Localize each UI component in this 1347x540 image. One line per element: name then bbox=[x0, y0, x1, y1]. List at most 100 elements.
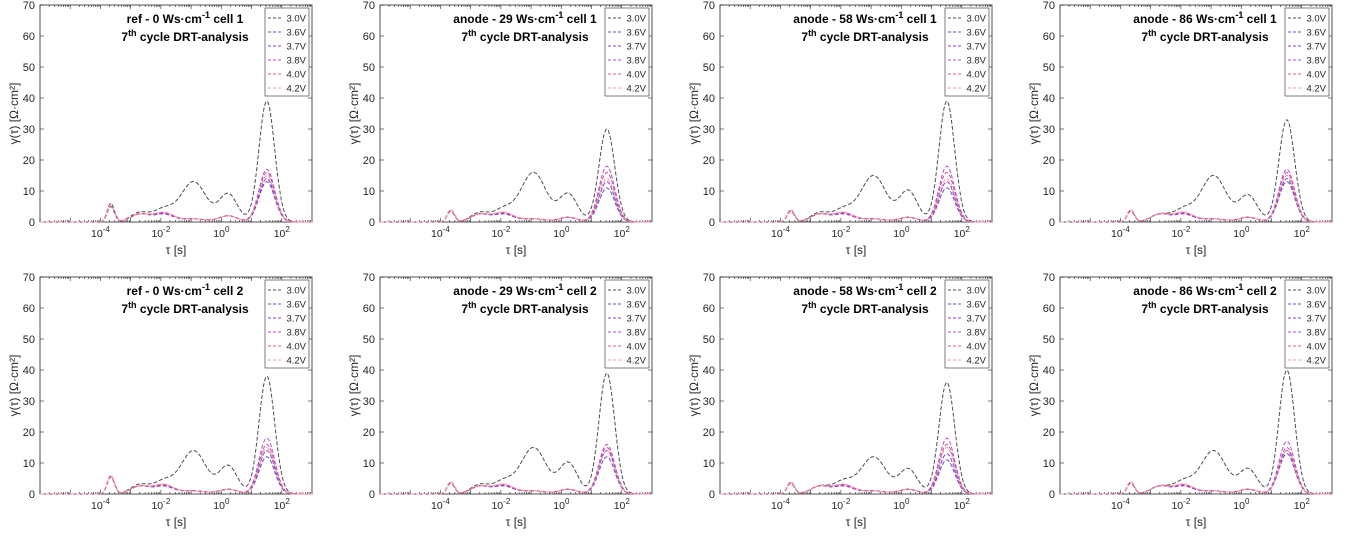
legend-label: 3.7V bbox=[966, 42, 986, 53]
y-tick-label: 60 bbox=[703, 31, 715, 43]
subplot-subtitle: 7th cycle DRT-analysis bbox=[1141, 300, 1269, 316]
x-tick-label: 100 bbox=[1233, 225, 1250, 240]
y-tick-label: 0 bbox=[709, 217, 715, 229]
series-line-4.2V bbox=[40, 446, 312, 495]
y-tick-label: 30 bbox=[23, 396, 35, 408]
x-tick-label: 10-4 bbox=[1111, 497, 1130, 512]
legend: 3.0V 3.6V 3.7V 3.8V 4.0V 4.2V bbox=[264, 279, 310, 369]
y-axis-label: γ(τ) [Ω·cm²] bbox=[687, 83, 701, 145]
x-tick-label: 10-2 bbox=[491, 497, 510, 512]
legend-label: 3.8V bbox=[286, 328, 306, 339]
legend: 3.0V 3.6V 3.7V 3.8V 4.0V 4.2V bbox=[944, 7, 990, 97]
y-tick-label: 40 bbox=[703, 365, 715, 377]
x-tick-label: 100 bbox=[553, 497, 570, 512]
y-tick-label: 60 bbox=[703, 303, 715, 315]
x-tick-label: 100 bbox=[553, 225, 570, 240]
x-tick-label: 10-2 bbox=[491, 225, 510, 240]
legend: 3.0V 3.6V 3.7V 3.8V 4.0V 4.2V bbox=[944, 279, 990, 369]
y-tick-label: 70 bbox=[703, 272, 715, 284]
legend-label: 4.0V bbox=[286, 70, 306, 81]
subplot-title: anode - 58 Ws·cm-1 cell 1 bbox=[793, 10, 937, 26]
legend-label: 3.0V bbox=[626, 286, 646, 297]
y-tick-label: 20 bbox=[363, 427, 375, 439]
y-axis-label: γ(τ) [Ω·cm²] bbox=[687, 355, 701, 417]
x-axis-label: τ [s] bbox=[846, 515, 867, 529]
series-line-4.2V bbox=[720, 446, 992, 495]
series-line-4.2V bbox=[1060, 450, 1332, 495]
legend-label: 3.8V bbox=[1306, 56, 1326, 67]
legend-label: 3.7V bbox=[286, 42, 306, 53]
y-tick-label: 30 bbox=[363, 124, 375, 136]
y-tick-label: 10 bbox=[363, 458, 375, 470]
legend-label: 4.2V bbox=[1306, 84, 1326, 95]
subplot-subtitle: 7th cycle DRT-analysis bbox=[1141, 28, 1269, 44]
x-tick-label: 100 bbox=[893, 225, 910, 240]
x-tick-label: 102 bbox=[954, 225, 971, 240]
x-tick-label: 102 bbox=[274, 225, 291, 240]
x-tick-label: 102 bbox=[614, 225, 631, 240]
y-tick-label: 0 bbox=[1049, 489, 1055, 501]
x-tick-label: 10-4 bbox=[431, 225, 450, 240]
legend-label: 4.2V bbox=[966, 84, 986, 95]
legend-label: 3.0V bbox=[1306, 286, 1326, 297]
y-tick-label: 40 bbox=[1043, 365, 1055, 377]
x-tick-label: 10-4 bbox=[431, 497, 450, 512]
subplot-title: anode - 29 Ws·cm-1 cell 2 bbox=[453, 282, 597, 298]
x-axis-label: τ [s] bbox=[846, 243, 867, 257]
legend-label: 3.0V bbox=[286, 14, 306, 25]
series-line-4.2V bbox=[40, 174, 312, 223]
y-tick-label: 70 bbox=[23, 272, 35, 284]
legend-label: 4.2V bbox=[286, 84, 306, 95]
x-tick-label: 100 bbox=[893, 497, 910, 512]
x-tick-label: 10-4 bbox=[91, 225, 110, 240]
legend-label: 3.0V bbox=[966, 14, 986, 25]
legend-box bbox=[944, 7, 990, 97]
y-tick-label: 30 bbox=[1043, 396, 1055, 408]
x-tick-label: 10-2 bbox=[831, 497, 850, 512]
y-tick-label: 10 bbox=[363, 186, 375, 198]
x-axis-label: τ [s] bbox=[1186, 243, 1207, 257]
legend-label: 4.0V bbox=[626, 70, 646, 81]
legend-label: 3.6V bbox=[286, 28, 306, 39]
legend-label: 3.0V bbox=[966, 286, 986, 297]
series-line-4.2V bbox=[1060, 174, 1332, 223]
y-axis-label: γ(τ) [Ω·cm²] bbox=[1027, 83, 1041, 145]
legend-label: 4.0V bbox=[1306, 342, 1326, 353]
legend-box bbox=[1284, 7, 1330, 97]
legend-label: 3.6V bbox=[626, 28, 646, 39]
legend-label: 3.8V bbox=[626, 328, 646, 339]
plot-area bbox=[719, 276, 993, 495]
y-tick-label: 50 bbox=[703, 62, 715, 74]
y-tick-label: 60 bbox=[23, 303, 35, 315]
y-tick-label: 40 bbox=[363, 93, 375, 105]
y-tick-label: 70 bbox=[1043, 272, 1055, 284]
x-tick-label: 102 bbox=[1294, 497, 1311, 512]
legend-label: 3.8V bbox=[626, 56, 646, 67]
legend-box bbox=[1284, 279, 1330, 369]
y-axis-label: γ(τ) [Ω·cm²] bbox=[1027, 355, 1041, 417]
y-tick-label: 0 bbox=[29, 217, 35, 229]
x-tick-label: 10-2 bbox=[1171, 497, 1190, 512]
legend-label: 3.8V bbox=[1306, 328, 1326, 339]
legend-label: 4.2V bbox=[966, 356, 986, 367]
legend-label: 4.0V bbox=[626, 342, 646, 353]
legend-label: 3.6V bbox=[966, 28, 986, 39]
legend-label: 4.0V bbox=[1306, 70, 1326, 81]
legend-label: 4.2V bbox=[626, 356, 646, 367]
y-tick-label: 0 bbox=[29, 489, 35, 501]
y-tick-label: 50 bbox=[1043, 62, 1055, 74]
legend-label: 4.0V bbox=[966, 70, 986, 81]
legend-label: 3.0V bbox=[626, 14, 646, 25]
legend-box bbox=[604, 279, 650, 369]
legend-label: 3.6V bbox=[286, 300, 306, 311]
x-axis-label: τ [s] bbox=[506, 515, 527, 529]
subplot-subtitle: 7th cycle DRT-analysis bbox=[461, 28, 589, 44]
legend-box bbox=[944, 279, 990, 369]
series-line-4.2V bbox=[720, 178, 992, 223]
x-tick-label: 102 bbox=[1294, 225, 1311, 240]
